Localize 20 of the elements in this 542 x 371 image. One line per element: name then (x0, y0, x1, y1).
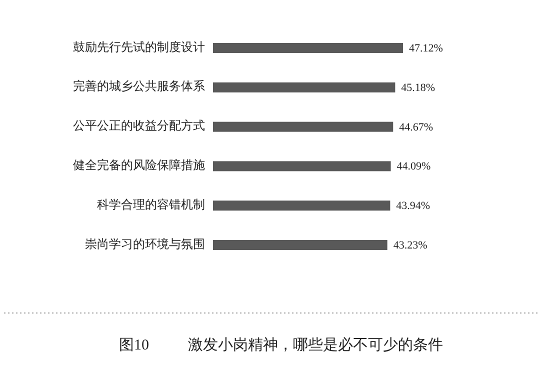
bar (213, 82, 396, 92)
data-label: 43.23% (393, 240, 428, 252)
data-label: 47.12% (409, 42, 443, 55)
data-label: 44.09% (396, 160, 431, 173)
y-tick-label: 鼓励先行先试的制度设计 (73, 40, 205, 54)
bar (213, 240, 388, 250)
text: 激发小岗精神，哪些是必不可少的条件 (188, 336, 443, 354)
caption: 图10 (119, 337, 149, 354)
y-tick-label: 科学合理的容错机制 (97, 197, 205, 212)
bar (213, 200, 390, 211)
bar (213, 43, 403, 53)
y-tick-label: 完善的城乡公共服务体系 (73, 79, 205, 94)
data-label: 44.67% (399, 121, 434, 134)
data-label: 43.94% (396, 200, 430, 212)
y-tick-label: 公平公正的收益分配方式 (73, 118, 205, 133)
y-tick-label: 崇尚学习的环境与氛围 (85, 236, 205, 251)
data-label: 45.18% (401, 82, 436, 94)
bar (213, 161, 391, 172)
bar (213, 122, 394, 132)
y-tick-label: 健全完备的风险保障措施 (73, 158, 205, 172)
